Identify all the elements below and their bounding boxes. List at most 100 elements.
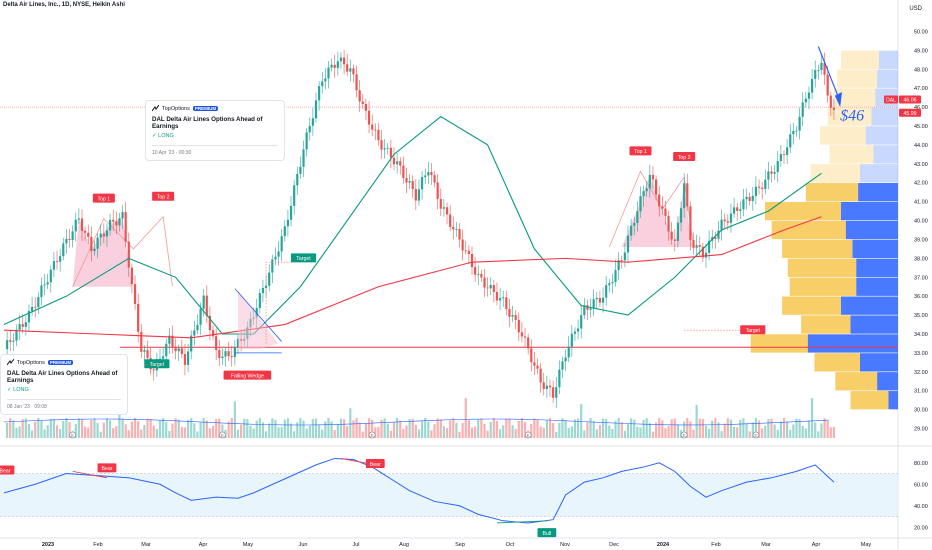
rsi-tick-label: 80.00 [914,461,928,467]
volume-bar [467,420,470,438]
candle-body [452,226,455,230]
volume-profile-sell-bar [888,391,898,410]
time-tick-label: Mar [761,542,771,548]
candle-body [296,173,299,186]
candle-body [137,303,140,332]
candle-body [68,238,71,240]
volume-bar [261,422,265,438]
candle-body [761,187,764,190]
candle-body [751,195,754,201]
candle-body [37,297,40,308]
volume-bar [505,418,508,438]
volume-profile-buy-bar [835,372,878,391]
volume-bar [271,418,274,438]
volume-bar [530,423,533,438]
volume-bar [318,424,321,438]
candle-body [96,237,99,249]
volume-bar [211,425,215,438]
volume-bar [40,420,43,438]
candle-body [445,207,449,215]
volume-bar [539,426,542,438]
candle-body [558,369,561,388]
volume-bar [392,422,396,438]
candle-body [442,207,446,209]
double-top-shading [72,216,173,287]
idea-card-timestamp: 08 Jan '23 · 09:08 [7,399,121,410]
volume-bar [49,418,52,438]
volume-bar [34,421,37,438]
candle-body [464,250,467,252]
volume-bar [65,418,68,438]
volume-bar [130,421,134,438]
volume-bar [339,418,343,438]
earnings-marker-label: E [221,433,224,438]
volume-bar [171,423,174,438]
time-tick-label: Feb [711,542,720,548]
volume-bar [514,429,517,438]
candle-body [810,78,814,93]
volume-bar [9,418,12,438]
candle-body [683,183,686,209]
volume-bar [586,421,589,438]
volume-profile-sell-bar [860,164,898,183]
rsi-signal-label: Bear [370,462,381,468]
candle-body [59,256,62,262]
candle-body [327,67,330,79]
candle-body [814,70,817,79]
idea-card-badge: PREMIUM [47,360,74,365]
volume-bar [776,429,779,438]
candle-body [567,346,570,358]
volume-bar [408,418,411,438]
candle-body [133,284,137,304]
rsi-line [3,457,835,524]
volume-bar [30,430,34,438]
topoptions-logo-icon [6,358,15,366]
price-tick-label: 29.00 [914,427,928,433]
candle-body [118,218,121,226]
price-tick-label: 40.00 [914,219,928,225]
volume-bar [817,431,820,438]
rsi-divergence-line [496,520,547,524]
volume-bar [364,423,368,438]
candle-body [146,350,149,358]
candle-body [115,221,118,226]
volume-bar [605,418,608,438]
candle-body [636,211,639,223]
volume-bar [786,421,789,438]
volume-average-line [3,418,828,426]
pattern-top-label-bg [629,146,652,156]
candle-body [726,221,729,223]
candle-body [505,297,508,309]
idea-card-2[interactable]: TopOptions PREMIUM DAL Delta Air Lines O… [0,354,128,415]
candle-body [542,382,545,390]
volume-bar [779,421,782,438]
candle-body [330,64,333,68]
volume-bar [424,418,427,438]
candle-body [523,336,527,338]
volume-bar [155,428,158,438]
volume-bar [215,419,218,438]
earnings-marker-label: E [754,433,757,438]
idea-card-title[interactable]: DAL Delta Air Lines Options Ahead of Ear… [7,370,118,384]
candle-body [467,250,470,255]
earnings-marker [219,431,226,439]
volume-bar [62,420,65,438]
volume-bar [308,425,311,438]
candle-body [367,110,371,125]
idea-card-1[interactable]: TopOptions PREMIUM DAL Delta Air Lines O… [145,100,285,161]
time-tick-label: Jun [299,542,308,548]
idea-card-title[interactable]: DAL Delta Air Lines Options Ahead of Ear… [152,116,263,130]
volume-bar [464,398,467,438]
volume-bar [686,418,689,438]
volume-bar [792,424,795,438]
volume-profile-sell-bar [841,201,898,221]
volume-bar [711,420,714,438]
volume-bar [227,421,230,438]
candle-body [289,205,293,220]
volume-profile-sell-bar [879,50,898,69]
candle-body [804,98,807,103]
candle-body [455,229,458,230]
candle-body [392,157,396,165]
candle-body [318,86,321,101]
